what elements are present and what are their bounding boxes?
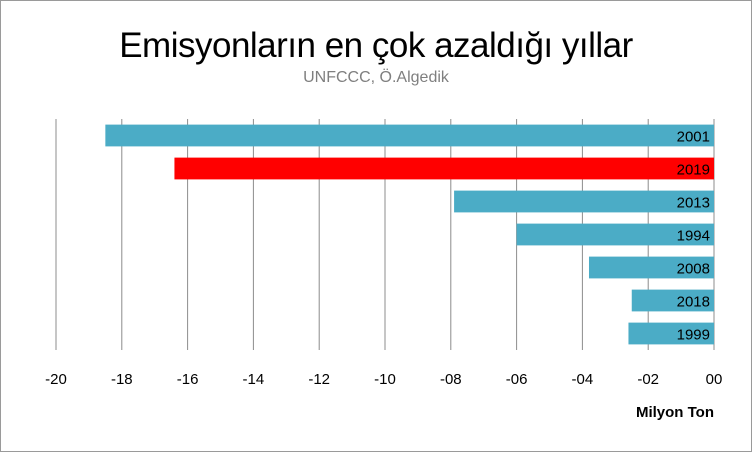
bar-1999	[628, 322, 714, 345]
bar-2013	[454, 190, 714, 213]
bar-1994	[516, 223, 714, 246]
bar-2008	[588, 256, 714, 279]
x-tick-label: -16	[177, 371, 199, 388]
bar-2001	[105, 124, 715, 147]
bar-2019	[174, 157, 714, 180]
category-label: 2008	[677, 261, 710, 278]
category-label: 1999	[677, 327, 710, 344]
x-axis-label: Milyon Ton	[636, 404, 714, 421]
category-label: 1994	[677, 228, 710, 245]
category-label: 2019	[677, 162, 710, 179]
x-tick-label: -08	[440, 371, 462, 388]
bars	[105, 124, 715, 345]
x-tick-label: -14	[243, 371, 265, 388]
category-label: 2001	[677, 129, 710, 146]
x-tick-label: -20	[45, 371, 67, 388]
x-tick-label: -10	[374, 371, 396, 388]
bar-2018	[631, 289, 714, 312]
x-axis-ticks: -20 -18 -16 -14 -12 -10 -08 -06 -04 -02 00	[45, 371, 722, 388]
chart-subtitle: UNFCCC, Ö.Algedik	[303, 69, 449, 86]
category-label: 2018	[677, 294, 710, 311]
x-tick-label: -04	[572, 371, 594, 388]
x-tick-label: -06	[506, 371, 528, 388]
chart-title: Emisyonların en çok azaldığı yıllar	[119, 26, 633, 65]
x-tick-label: -18	[111, 371, 133, 388]
category-label: 2013	[677, 195, 710, 212]
x-tick-label: -02	[637, 371, 659, 388]
x-tick-label: -12	[308, 371, 330, 388]
category-labels: 2001 2019 2013 1994 2008 2018 1999	[677, 129, 710, 344]
x-tick-label: 00	[706, 371, 723, 388]
